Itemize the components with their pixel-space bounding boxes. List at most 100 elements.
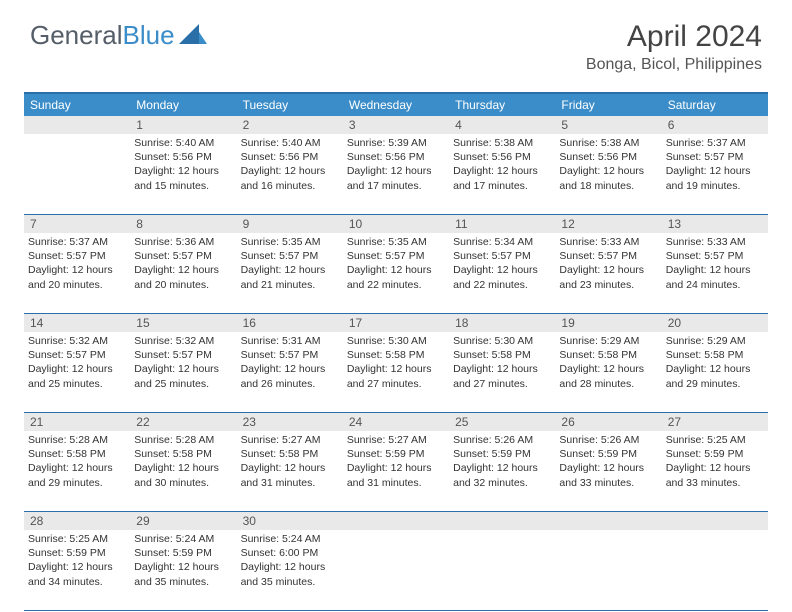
daylight-text: Daylight: 12 hours and 26 minutes. xyxy=(241,362,339,390)
daylight-text: Daylight: 12 hours and 17 minutes. xyxy=(453,164,551,192)
daylight-text: Daylight: 12 hours and 28 minutes. xyxy=(559,362,657,390)
day-number: 22 xyxy=(130,413,236,431)
sunrise-text: Sunrise: 5:30 AM xyxy=(453,334,551,348)
daylight-text: Daylight: 12 hours and 22 minutes. xyxy=(453,263,551,291)
day-cell: Sunrise: 5:31 AMSunset: 5:57 PMDaylight:… xyxy=(237,332,343,412)
sunset-text: Sunset: 5:59 PM xyxy=(347,447,445,461)
sunset-text: Sunset: 5:57 PM xyxy=(453,249,551,263)
sunrise-text: Sunrise: 5:25 AM xyxy=(666,433,764,447)
day-cell: Sunrise: 5:37 AMSunset: 5:57 PMDaylight:… xyxy=(662,134,768,214)
month-title: April 2024 xyxy=(586,20,762,54)
sunset-text: Sunset: 5:57 PM xyxy=(666,150,764,164)
location-subtitle: Bonga, Bicol, Philippines xyxy=(586,56,762,74)
sunset-text: Sunset: 5:57 PM xyxy=(347,249,445,263)
day-cell: Sunrise: 5:30 AMSunset: 5:58 PMDaylight:… xyxy=(449,332,555,412)
sunrise-text: Sunrise: 5:39 AM xyxy=(347,136,445,150)
day-number xyxy=(449,512,555,530)
sunset-text: Sunset: 5:56 PM xyxy=(559,150,657,164)
day-cell xyxy=(24,134,130,214)
sunset-text: Sunset: 5:58 PM xyxy=(559,348,657,362)
day-cell: Sunrise: 5:29 AMSunset: 5:58 PMDaylight:… xyxy=(662,332,768,412)
day-cell xyxy=(343,530,449,610)
sunrise-text: Sunrise: 5:24 AM xyxy=(134,532,232,546)
title-block: April 2024 Bonga, Bicol, Philippines xyxy=(586,20,762,74)
day-cell: Sunrise: 5:24 AMSunset: 5:59 PMDaylight:… xyxy=(130,530,236,610)
day-cell: Sunrise: 5:30 AMSunset: 5:58 PMDaylight:… xyxy=(343,332,449,412)
daylight-text: Daylight: 12 hours and 16 minutes. xyxy=(241,164,339,192)
weekday-header: Monday xyxy=(130,94,236,116)
day-number: 15 xyxy=(130,314,236,332)
daylight-text: Daylight: 12 hours and 25 minutes. xyxy=(28,362,126,390)
day-number: 16 xyxy=(237,314,343,332)
sunrise-text: Sunrise: 5:33 AM xyxy=(666,235,764,249)
day-cell: Sunrise: 5:26 AMSunset: 5:59 PMDaylight:… xyxy=(555,431,661,511)
day-cell: Sunrise: 5:33 AMSunset: 5:57 PMDaylight:… xyxy=(662,233,768,313)
logo-text-2: Blue xyxy=(123,20,175,51)
day-number: 10 xyxy=(343,215,449,233)
sunrise-text: Sunrise: 5:35 AM xyxy=(347,235,445,249)
day-number: 5 xyxy=(555,116,661,134)
daylight-text: Daylight: 12 hours and 34 minutes. xyxy=(28,560,126,588)
sunset-text: Sunset: 5:59 PM xyxy=(559,447,657,461)
day-number: 11 xyxy=(449,215,555,233)
weekday-header: Thursday xyxy=(449,94,555,116)
sunset-text: Sunset: 5:59 PM xyxy=(28,546,126,560)
day-number: 19 xyxy=(555,314,661,332)
day-number: 30 xyxy=(237,512,343,530)
day-number: 23 xyxy=(237,413,343,431)
daylight-text: Daylight: 12 hours and 23 minutes. xyxy=(559,263,657,291)
day-number-row: 123456 xyxy=(24,116,768,134)
daylight-text: Daylight: 12 hours and 27 minutes. xyxy=(347,362,445,390)
sunset-text: Sunset: 5:57 PM xyxy=(28,249,126,263)
day-cell xyxy=(662,530,768,610)
day-number: 4 xyxy=(449,116,555,134)
sunset-text: Sunset: 6:00 PM xyxy=(241,546,339,560)
sunrise-text: Sunrise: 5:38 AM xyxy=(453,136,551,150)
sunrise-text: Sunrise: 5:40 AM xyxy=(134,136,232,150)
weekday-header: Wednesday xyxy=(343,94,449,116)
sunset-text: Sunset: 5:58 PM xyxy=(134,447,232,461)
daylight-text: Daylight: 12 hours and 32 minutes. xyxy=(453,461,551,489)
sunrise-text: Sunrise: 5:26 AM xyxy=(453,433,551,447)
day-cell: Sunrise: 5:38 AMSunset: 5:56 PMDaylight:… xyxy=(449,134,555,214)
sunrise-text: Sunrise: 5:28 AM xyxy=(28,433,126,447)
sunset-text: Sunset: 5:58 PM xyxy=(241,447,339,461)
day-number: 1 xyxy=(130,116,236,134)
day-number: 12 xyxy=(555,215,661,233)
day-number: 9 xyxy=(237,215,343,233)
sunset-text: Sunset: 5:57 PM xyxy=(28,348,126,362)
daylight-text: Daylight: 12 hours and 30 minutes. xyxy=(134,461,232,489)
week-row: Sunrise: 5:37 AMSunset: 5:57 PMDaylight:… xyxy=(24,233,768,314)
logo-text-1: General xyxy=(30,20,123,51)
sunrise-text: Sunrise: 5:40 AM xyxy=(241,136,339,150)
sunset-text: Sunset: 5:57 PM xyxy=(241,249,339,263)
sunset-text: Sunset: 5:56 PM xyxy=(134,150,232,164)
day-number xyxy=(24,116,130,134)
daylight-text: Daylight: 12 hours and 20 minutes. xyxy=(134,263,232,291)
day-number xyxy=(662,512,768,530)
day-cell: Sunrise: 5:33 AMSunset: 5:57 PMDaylight:… xyxy=(555,233,661,313)
sunrise-text: Sunrise: 5:27 AM xyxy=(241,433,339,447)
sunset-text: Sunset: 5:58 PM xyxy=(666,348,764,362)
day-cell: Sunrise: 5:28 AMSunset: 5:58 PMDaylight:… xyxy=(24,431,130,511)
sunset-text: Sunset: 5:56 PM xyxy=(241,150,339,164)
day-number: 7 xyxy=(24,215,130,233)
daylight-text: Daylight: 12 hours and 17 minutes. xyxy=(347,164,445,192)
weekday-header: Tuesday xyxy=(237,94,343,116)
sunset-text: Sunset: 5:56 PM xyxy=(453,150,551,164)
week-row: Sunrise: 5:28 AMSunset: 5:58 PMDaylight:… xyxy=(24,431,768,512)
day-number: 18 xyxy=(449,314,555,332)
day-number: 8 xyxy=(130,215,236,233)
sunrise-text: Sunrise: 5:36 AM xyxy=(134,235,232,249)
day-number: 29 xyxy=(130,512,236,530)
day-cell: Sunrise: 5:34 AMSunset: 5:57 PMDaylight:… xyxy=(449,233,555,313)
sunset-text: Sunset: 5:57 PM xyxy=(559,249,657,263)
day-cell: Sunrise: 5:35 AMSunset: 5:57 PMDaylight:… xyxy=(343,233,449,313)
daylight-text: Daylight: 12 hours and 15 minutes. xyxy=(134,164,232,192)
day-number-row: 14151617181920 xyxy=(24,314,768,332)
day-cell: Sunrise: 5:28 AMSunset: 5:58 PMDaylight:… xyxy=(130,431,236,511)
weekday-header: Sunday xyxy=(24,94,130,116)
daylight-text: Daylight: 12 hours and 24 minutes. xyxy=(666,263,764,291)
daylight-text: Daylight: 12 hours and 31 minutes. xyxy=(347,461,445,489)
day-cell: Sunrise: 5:25 AMSunset: 5:59 PMDaylight:… xyxy=(662,431,768,511)
